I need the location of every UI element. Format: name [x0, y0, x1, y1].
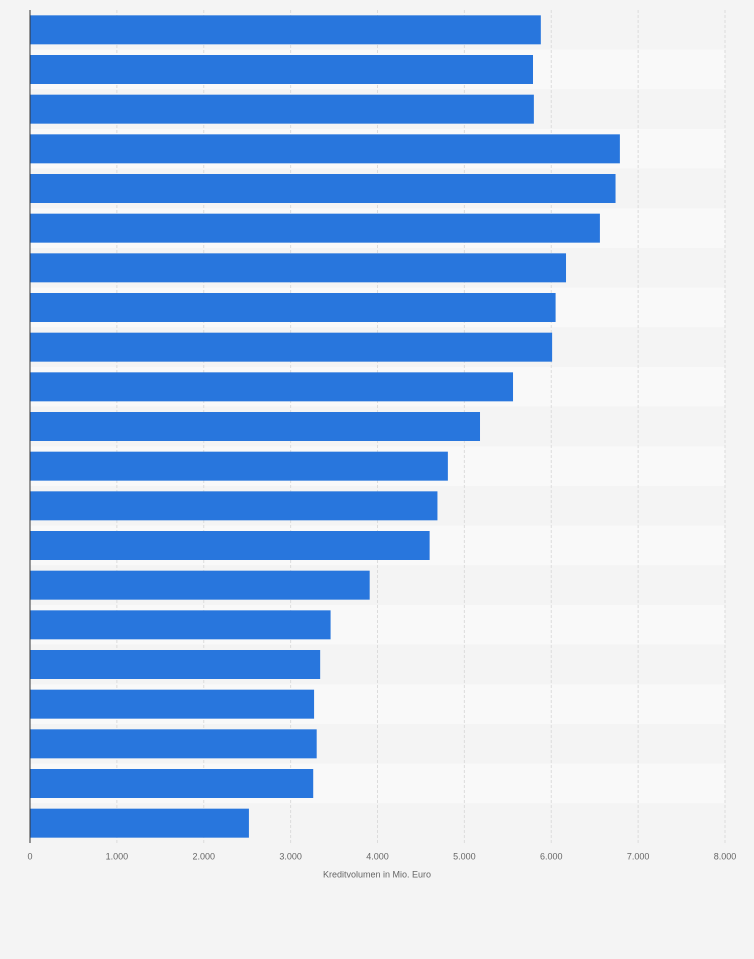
bar	[30, 769, 314, 798]
x-tick-label: 1.000	[106, 851, 129, 861]
bar	[30, 610, 331, 640]
bar	[30, 491, 438, 521]
bar	[30, 332, 553, 362]
bar	[30, 451, 448, 481]
bar	[30, 15, 541, 45]
bar	[30, 372, 514, 402]
bar	[30, 689, 315, 719]
bar	[30, 412, 481, 441]
x-tick-label: 2.000	[192, 851, 215, 861]
bar	[30, 94, 534, 124]
x-tick-label: 8.000	[714, 851, 737, 861]
x-tick-label: 4.000	[366, 851, 389, 861]
bar	[30, 650, 321, 679]
bar	[30, 570, 370, 600]
x-tick-label: 3.000	[279, 851, 302, 861]
x-axis-title: Kreditvolumen in Mio. Euro	[323, 869, 431, 879]
bar	[30, 213, 600, 243]
x-tick-label: 5.000	[453, 851, 476, 861]
x-tick-label: 6.000	[540, 851, 563, 861]
bar	[30, 729, 317, 759]
x-tick-label: 7.000	[627, 851, 650, 861]
bar	[30, 293, 556, 322]
bar	[30, 174, 616, 203]
bar	[30, 55, 534, 84]
bar	[30, 134, 620, 164]
bar	[30, 253, 567, 283]
bar	[30, 531, 430, 560]
bar	[30, 808, 249, 838]
x-tick-label: 0	[27, 851, 32, 861]
